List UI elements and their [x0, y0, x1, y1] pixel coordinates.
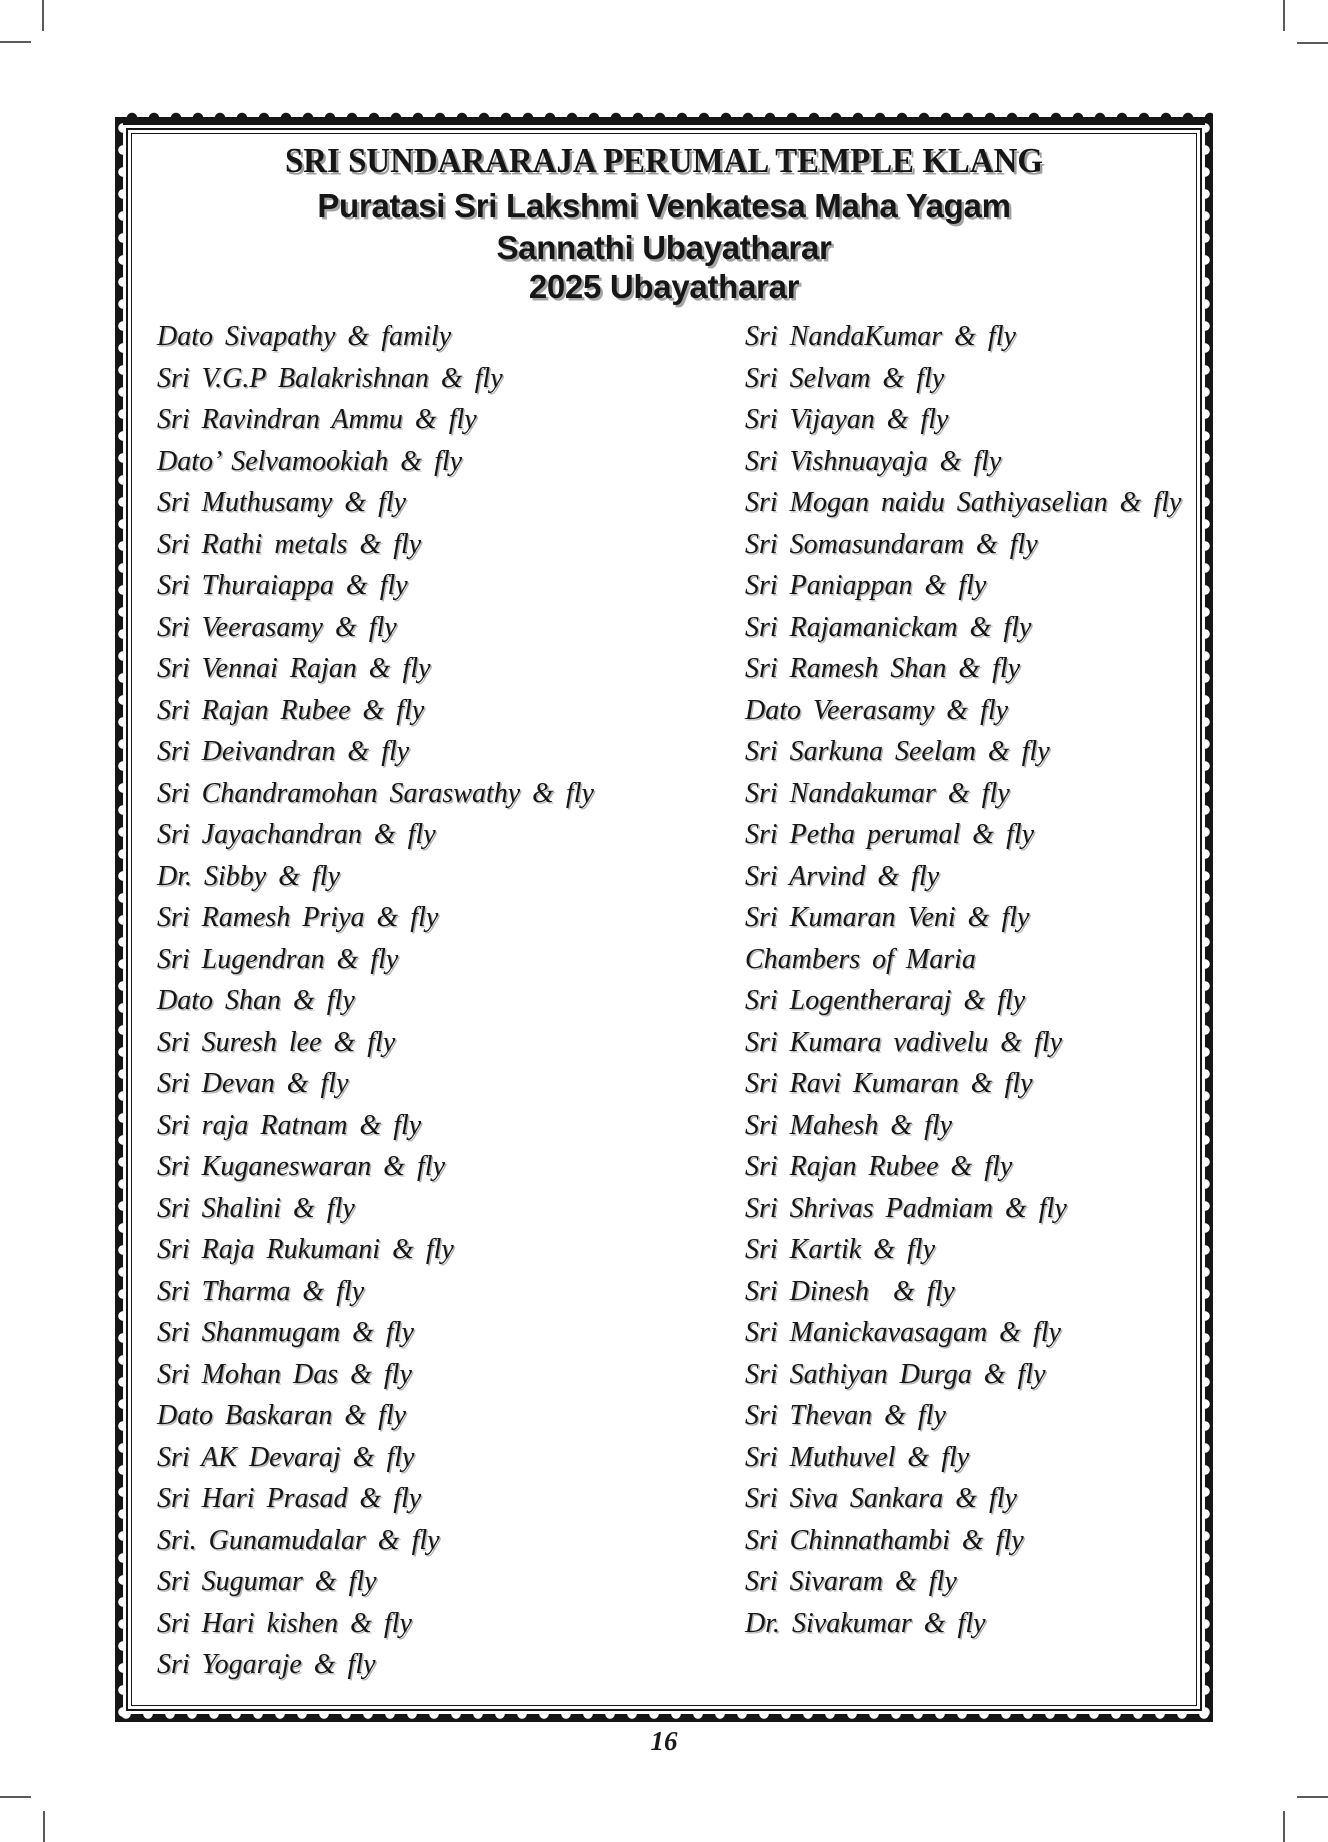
donor-list-left-column: Dato Sivapathy & family Sri V.G.P Balakri… — [157, 316, 737, 1686]
donor-list-item: Sri Paniappan & fly — [745, 570, 987, 601]
border-scallop-right — [1205, 117, 1212, 1722]
donor-list-item: Sri Sathiyan Durga & fly — [745, 1358, 1046, 1390]
donor-list-item: Chambers of Maria — [745, 943, 976, 975]
crop-mark-top-left-horizontal — [0, 41, 31, 43]
page-title: SRI SUNDARARAJA PERUMAL TEMPLE KLANG — [284, 141, 1043, 180]
crop-mark-top-right-vertical — [1283, 0, 1285, 31]
donor-list-item: Dato Shan & fly — [157, 985, 355, 1016]
donor-list-item: Sri Sarkuna Seelam & fly — [745, 736, 1050, 767]
donor-list-item: Sri Vijayan & fly — [745, 404, 949, 435]
donor-list-item: Sri Thuraiappa & fly — [157, 570, 408, 601]
page-number: 16 — [650, 1726, 678, 1756]
donor-list-item: Dato Baskaran & fly — [157, 1400, 407, 1431]
crop-mark-bottom-left-vertical — [43, 1811, 45, 1842]
donor-list-item: Sri Thevan & fly — [745, 1400, 946, 1431]
donor-list-item: Sri Arvind & fly — [745, 860, 940, 892]
crop-mark-bottom-right-horizontal — [1297, 1796, 1328, 1798]
donor-list-item: Sri Manickavasagam & fly — [745, 1317, 1061, 1348]
donor-list-item: Sri Kumara vadivelu & fly — [745, 1026, 1063, 1058]
donor-list-item: Sri Somasundaram & fly — [745, 528, 1038, 560]
donor-list-item: Sri Dinesh & fly — [745, 1275, 955, 1307]
subtitle-sannathi: Sannathi Ubayatharar — [496, 229, 832, 266]
donor-list-item: Sri Deivandran & fly — [157, 736, 410, 767]
donor-list-item: Sri Mogan naidu Sathiyaselian & fly — [745, 487, 1182, 518]
donor-list-item: Sri raja Ratnam & fly — [157, 1109, 422, 1141]
donor-list-item: Sri Ramesh Shan & fly — [745, 653, 1021, 684]
donor-list-item: Sri Ramesh Priya & fly — [157, 902, 439, 933]
donor-list-item: Sri Shanmugam & fly — [157, 1317, 414, 1348]
donor-list-item: Sri Tharma & fly — [157, 1275, 365, 1307]
donor-list-item: Sri Kumaran Veni & fly — [745, 902, 1030, 933]
donor-list-item: Sri Jayachandran & fly — [157, 819, 436, 850]
donor-list-item: Sri Logentheraraj & fly — [745, 985, 1026, 1016]
donor-list-item: Sri Raja Rukumani & fly — [157, 1234, 454, 1265]
border-scallop-bottom — [115, 1714, 1213, 1721]
donor-list-item: Sri Ravindran Ammu & fly — [157, 404, 477, 435]
donor-list-item: Sri Rathi metals & fly — [157, 528, 422, 560]
crop-mark-bottom-right-vertical — [1283, 1811, 1285, 1842]
donor-list-item: Sri Muthuvel & fly — [745, 1441, 970, 1473]
donor-list-item: Sri NandaKumar & fly — [745, 321, 1016, 352]
donor-list-item: Sri Kartik & fly — [745, 1234, 935, 1265]
crop-mark-top-right-horizontal — [1297, 42, 1328, 44]
donor-list-right-column: Sri NandaKumar & fly Sri Selvam & fly Sri … — [745, 316, 1215, 1644]
subtitle-event: Puratasi Sri Lakshmi Venkatesa Maha Yaga… — [317, 187, 1011, 224]
donor-list-item: Dato’ Selvamookiah & fly — [157, 445, 463, 477]
donor-list-item: Sri Vishnuayaja & fly — [745, 445, 1002, 477]
donor-list-item: Sri Rajamanickam & fly — [745, 611, 1032, 643]
donor-list-item: Sri Chandramohan Saraswathy & fly — [157, 777, 594, 809]
donor-list-item: Sri Hari Prasad & fly — [157, 1483, 422, 1514]
donor-list-item: Dato Sivapathy & family — [157, 321, 452, 352]
donor-list-item: Sri AK Devaraj & fly — [157, 1441, 415, 1473]
donor-list-item: Dr. Sibby & fly — [157, 860, 340, 892]
donor-list-item: Sri Nandakumar & fly — [745, 777, 1010, 809]
donor-list-item: Sri Rajan Rubee & fly — [157, 694, 425, 726]
decorative-border-frame: SRI SUNDARARAJA PERUMAL TEMPLE KLANG Pur… — [115, 112, 1215, 1722]
donor-list-item: Sri Mohan Das & fly — [157, 1358, 412, 1390]
donor-list-item: Sri Petha perumal & fly — [745, 819, 1035, 850]
donor-list-item: Sri Suresh lee & fly — [157, 1026, 396, 1058]
donor-list-item: Sri Sivaram & fly — [745, 1566, 957, 1597]
border-scallop-left — [116, 117, 123, 1722]
donor-list-item: Sri Mahesh & fly — [745, 1109, 953, 1141]
donor-list-item: Sri. Gunamudalar & fly — [157, 1524, 440, 1556]
donor-list-item: Sri Shrivas Padmiam & fly — [745, 1192, 1067, 1224]
crop-mark-bottom-left-horizontal — [0, 1796, 31, 1798]
donor-list-item: Sri Lugendran & fly — [157, 943, 399, 975]
donor-list-item: Sri Kuganeswaran & fly — [157, 1151, 446, 1182]
crop-mark-top-left-vertical — [42, 0, 44, 31]
donor-list-item: Sri Veerasamy & fly — [157, 611, 397, 643]
donor-list-item: Sri Ravi Kumaran & fly — [745, 1068, 1033, 1099]
donor-list-item: Sri V.G.P Balakrishnan & fly — [157, 362, 503, 394]
donor-list-item: Sri Chinnathambi & fly — [745, 1524, 1024, 1556]
donor-list-item: Sri Selvam & fly — [745, 362, 945, 394]
donor-list-item: Sri Siva Sankara & fly — [745, 1483, 1017, 1514]
donor-list-item: Sri Rajan Rubee & fly — [745, 1151, 1013, 1182]
donor-list-item: Dr. Sivakumar & fly — [745, 1607, 986, 1639]
border-scallop-top — [115, 112, 1213, 118]
donor-list-item: Sri Yogaraje & fly — [157, 1649, 376, 1680]
donor-list-item: Dato Veerasamy & fly — [745, 694, 1009, 726]
donor-list-item: Sri Muthusamy & fly — [157, 487, 407, 518]
donor-list-item: Sri Shalini & fly — [157, 1192, 355, 1224]
donor-list-item: Sri Vennai Rajan & fly — [157, 653, 431, 684]
donor-list-item: Sri Devan & fly — [157, 1068, 349, 1099]
donor-list-item: Sri Sugumar & fly — [157, 1566, 377, 1597]
subtitle-year: 2025 Ubayatharar — [528, 268, 800, 305]
donor-list-item: Sri Hari kishen & fly — [157, 1607, 412, 1639]
